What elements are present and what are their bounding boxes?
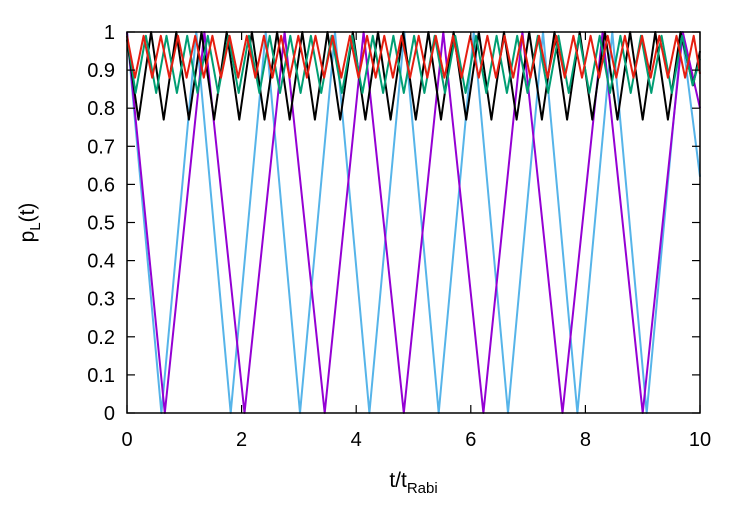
y-axis-label-suffix: (t) [16,203,39,223]
series-layer [126,31,701,414]
x-axis-label-main: t/t [389,469,407,492]
x-tick-label: 0 [121,429,132,451]
y-tick-label: 0 [104,403,115,425]
y-axis-label-main: p [16,231,39,243]
tick-layer: 0 2 4 6 8 10 0 0.1 0.2 0.3 0.4 0.5 0.6 0.7 0.8 0.9 1 [87,22,711,451]
x-tick-label: 10 [689,429,711,451]
series-line-1 [126,31,701,414]
y-tick-label: 0.3 [87,289,115,311]
y-tick-label: 1 [104,22,115,44]
y-tick-label: 0.2 [87,327,115,349]
series-line-5 [126,34,701,79]
x-tick-label: 6 [465,429,476,451]
y-axis-label: pL(t) [16,203,44,243]
x-axis-label-sub: Rabi [407,480,438,497]
y-tick-label: 0.4 [87,251,115,273]
y-axis-label-sub: L [27,222,44,230]
series-line-2 [126,31,701,414]
y-tick-label: 0.8 [87,98,115,120]
y-tick-label: 0.6 [87,174,115,196]
y-tick-label: 0.7 [87,136,115,158]
series-line-3 [126,31,701,121]
y-tick-label: 0.1 [87,365,115,387]
x-tick-label: 8 [580,429,591,451]
x-tick-label: 2 [236,429,247,451]
y-tick-label: 0.5 [87,213,115,235]
x-tick-label: 4 [351,429,362,451]
y-tick-label: 0.9 [87,60,115,82]
x-axis-label: t/tRabi [389,469,437,497]
